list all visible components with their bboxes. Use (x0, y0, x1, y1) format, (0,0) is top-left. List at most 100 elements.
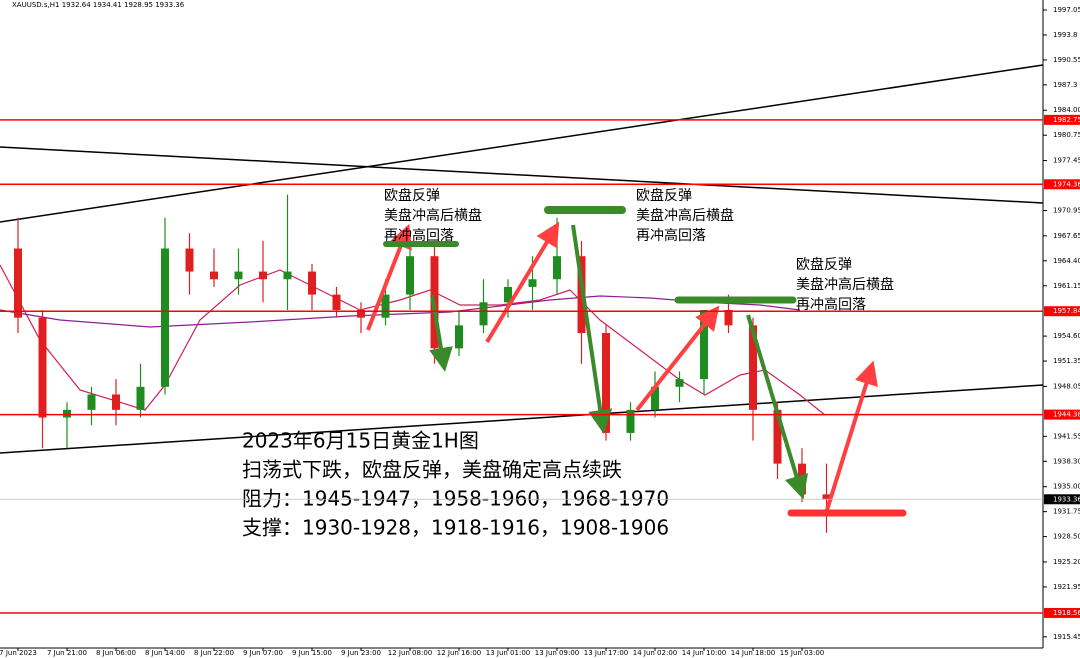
x-tick-label: 8 Jun 22:00 (194, 649, 234, 657)
level-label: 1944.38 (1053, 411, 1080, 419)
candle-body (553, 256, 561, 280)
y-tick-label: 1961.15 (1053, 282, 1080, 290)
y-tick-label: 1993.8 (1053, 31, 1078, 39)
level-label: 1918.56 (1053, 609, 1080, 617)
note: 欧盘反弹 (384, 187, 440, 204)
y-tick-label: 1951.35 (1053, 357, 1080, 365)
current-price-label: 1933.36 (1053, 495, 1080, 503)
x-tick-label: 8 Jun 14:00 (145, 649, 185, 657)
y-tick-label: 1964.40 (1053, 257, 1080, 265)
y-tick-label: 1987.3 (1053, 81, 1078, 89)
notes: 欧盘反弹美盘冲高后横盘再冲高回落欧盘反弹美盘冲高后横盘再冲高回落欧盘反弹美盘冲高… (384, 187, 894, 313)
level-label: 1957.84 (1053, 307, 1080, 315)
current-price-tag (1044, 494, 1080, 505)
level-label: 1974.36 (1053, 180, 1080, 188)
candle-body (602, 333, 610, 433)
y-tick-label: 1997.05 (1053, 6, 1080, 14)
y-tick-label: 1928.50 (1053, 533, 1080, 541)
note: 美盘冲高后横盘 (636, 207, 734, 224)
y-tick-label: 1984.00 (1053, 106, 1080, 114)
note: 欧盘反弹 (796, 256, 852, 273)
y-tick-label: 1941.55 (1053, 432, 1080, 440)
x-tick-label: 15 Jun 03:00 (780, 649, 824, 657)
candle-body (651, 386, 659, 410)
x-tick-label: 9 Jun 15:00 (292, 649, 332, 657)
y-tick-label: 1921.95 (1053, 583, 1080, 591)
candle-body (136, 386, 145, 410)
x-tick-label: 13 Jun 01:00 (486, 649, 530, 657)
candle-body (308, 271, 316, 295)
candle-body (283, 271, 292, 280)
trend-lines (0, 64, 1044, 454)
candle-body (14, 248, 22, 318)
candle-body (332, 294, 341, 310)
candle-body (455, 325, 463, 349)
candle-body (63, 409, 71, 418)
x-tick-label: 12 Jun 08:00 (388, 649, 432, 657)
candle-body (406, 256, 414, 295)
y-tick-label: 1948.05 (1053, 382, 1080, 390)
note: 美盘冲高后横盘 (796, 276, 894, 293)
candle-body (626, 409, 635, 433)
moving-average (0, 264, 826, 416)
y-tick-label: 1931.75 (1053, 508, 1080, 516)
note: 欧盘反弹 (636, 187, 692, 204)
candle-body (38, 317, 47, 418)
x-tick-label: 13 Jun 09:00 (535, 649, 579, 657)
range-bars (383, 206, 907, 517)
y-tick-label: 1954.60 (1053, 332, 1080, 340)
y-tick-label: 1977.45 (1053, 157, 1080, 165)
summary-line: 阻力：1945-1947，1958-1960，1968-1970 (242, 487, 669, 511)
y-tick-label: 1915.45 (1053, 633, 1080, 641)
x-tick-label: 14 Jun 10:00 (682, 649, 726, 657)
x-tick-label: 7 Jun 2023 (0, 649, 37, 657)
x-tick-label: 7 Jun 21:00 (47, 649, 87, 657)
x-tick-label: 14 Jun 02:00 (633, 649, 677, 657)
x-tick-label: 14 Jun 18:00 (731, 649, 775, 657)
candle-body (161, 248, 169, 387)
candle-body (381, 294, 390, 318)
candle-body (528, 279, 537, 287)
summary-line: 扫荡式下跌，欧盘反弹，美盘确定高点续跌 (242, 458, 622, 482)
summary: 2023年6月15日黄金1H图扫荡式下跌，欧盘反弹，美盘确定高点续跌阻力：194… (242, 429, 669, 540)
plot (14, 194, 831, 533)
up-arrows (366, 221, 878, 511)
note: 再冲高回落 (384, 227, 454, 244)
candle-body (259, 271, 267, 280)
note: 再冲高回落 (636, 227, 706, 244)
x-tick-label: 9 Jun 07:00 (243, 649, 283, 657)
candle-body (357, 309, 365, 318)
y-tick-label: 1967.65 (1053, 232, 1080, 240)
y-tick-label: 1980.75 (1053, 131, 1080, 139)
candle-body (234, 271, 243, 280)
summary-line: 2023年6月15日黄金1H图 (242, 429, 479, 453)
candle-body (210, 271, 218, 280)
y-tick-label: 1970.95 (1053, 206, 1080, 214)
candle-body (724, 309, 733, 326)
level-tag (1044, 409, 1080, 420)
level-tag (1044, 179, 1080, 190)
level-tag (1044, 306, 1080, 317)
candle-body (822, 494, 831, 500)
level-tag (1044, 607, 1080, 618)
candle-body (675, 379, 684, 387)
y-tick-label: 1938.30 (1053, 457, 1080, 465)
level-tag (1044, 114, 1080, 125)
candle-body (700, 309, 708, 380)
note: 美盘冲高后横盘 (384, 207, 482, 224)
candle-body (749, 325, 757, 410)
candle-body (479, 302, 488, 326)
candle-body (87, 394, 96, 410)
x-tick-label: 13 Jun 17:00 (584, 649, 628, 657)
y-tick-label: 1935.00 (1053, 483, 1080, 491)
candle-body (185, 248, 194, 272)
candle-body (773, 409, 782, 464)
x-tick-label: 12 Jun 16:00 (437, 649, 481, 657)
down-arrows (429, 224, 809, 500)
x-tick-label: 8 Jun 06:00 (96, 649, 136, 657)
candle-body (504, 286, 512, 303)
candle-body (112, 394, 120, 410)
level-label: 1982.75 (1053, 116, 1080, 124)
